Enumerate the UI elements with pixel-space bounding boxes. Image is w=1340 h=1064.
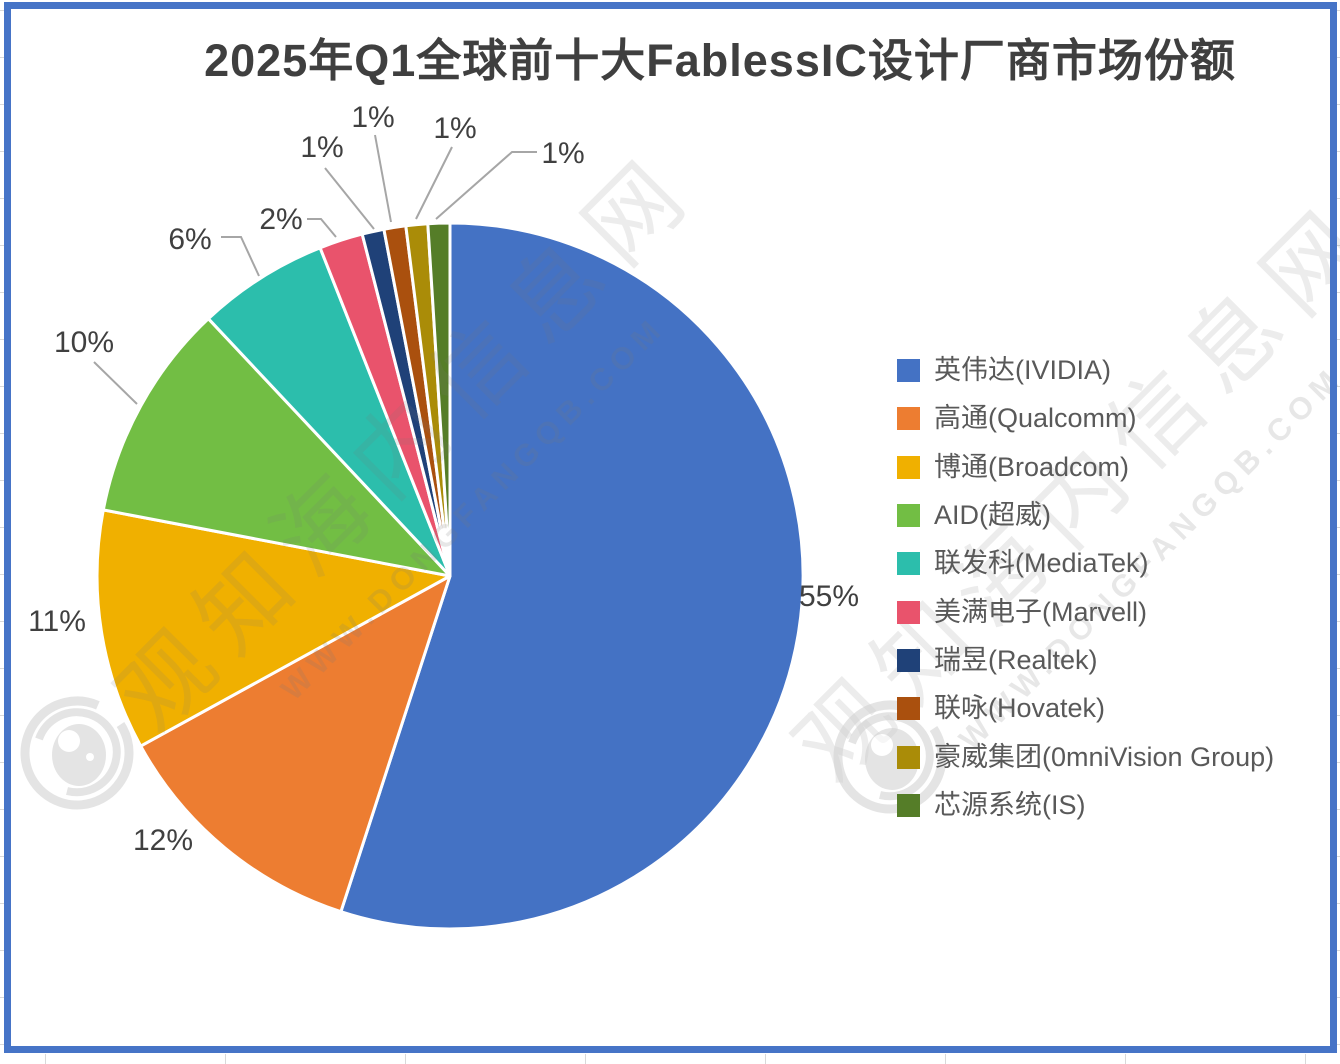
pie-slice-1[interactable]: [139, 574, 452, 914]
legend-swatch: [897, 456, 920, 479]
legend-label: 美满电子(Marvell): [934, 597, 1147, 627]
legend-item-6[interactable]: 瑞昱(Realtek): [897, 645, 1098, 675]
sheet-gridlines-left: [0, 10, 4, 1052]
data-label-3: 10%: [53, 326, 115, 359]
legend-label: AID(超威): [934, 500, 1051, 530]
legend-swatch: [897, 359, 920, 382]
pie-slice-9[interactable]: [426, 221, 452, 578]
legend-label: 联咏(Hovatek): [934, 693, 1106, 723]
legend-label: 芯源系统(IS): [934, 790, 1086, 820]
legend-item-8[interactable]: 豪威集团(0mniVision Group): [897, 742, 1275, 772]
legend-label: 高通(Qualcomm): [934, 403, 1137, 433]
legend-item-5[interactable]: 美满电子(Marvell): [897, 597, 1147, 627]
legend-label: 瑞昱(Realtek): [934, 645, 1098, 675]
label-leader-line: [374, 134, 392, 223]
legend-item-4[interactable]: 联发科(MediaTek): [897, 548, 1149, 578]
pie-slice-0[interactable]: [339, 221, 805, 931]
legend-swatch: [897, 794, 920, 817]
legend-swatch: [897, 746, 920, 769]
data-label-8: 1%: [433, 112, 477, 145]
sheet-gridlines-bottom: [45, 1054, 1340, 1064]
legend-label: 豪威集团(0mniVision Group): [934, 742, 1275, 772]
legend-swatch: [897, 601, 920, 624]
data-label-5: 2%: [259, 203, 303, 236]
data-label-6: 1%: [300, 131, 344, 164]
legend-swatch: [897, 504, 920, 527]
data-label-4: 6%: [168, 223, 212, 256]
label-leader-line: [435, 151, 537, 220]
legend-swatch: [897, 697, 920, 720]
label-leader-line: [93, 361, 138, 405]
legend-swatch: [897, 552, 920, 575]
data-label-0: 55%: [798, 580, 860, 613]
legend-label: 博通(Broadcom): [934, 452, 1130, 482]
sheet-gridlines-right: [1337, 10, 1340, 1052]
label-leader-line: [415, 146, 453, 220]
pie-slice-3[interactable]: [101, 317, 452, 578]
chart-title: 2025年Q1全球前十大FablessIC设计厂商市场份额: [204, 35, 1236, 86]
legend-item-0[interactable]: 英伟达(IVIDIA): [897, 355, 1112, 385]
label-leader-line: [221, 236, 260, 277]
legend-item-3[interactable]: AID(超威): [897, 500, 1051, 530]
legend-item-1[interactable]: 高通(Qualcomm): [897, 403, 1137, 433]
legend-label: 联发科(MediaTek): [934, 548, 1149, 578]
legend-swatch: [897, 407, 920, 430]
data-label-2: 11%: [28, 605, 86, 638]
data-label-9: 1%: [541, 137, 585, 170]
data-label-7: 1%: [351, 101, 395, 134]
legend-item-7[interactable]: 联咏(Hovatek): [897, 693, 1106, 723]
legend-label: 英伟达(IVIDIA): [934, 355, 1112, 385]
legend-item-9[interactable]: 芯源系统(IS): [897, 790, 1086, 820]
legend-item-2[interactable]: 博通(Broadcom): [897, 452, 1130, 482]
label-leader-line: [307, 218, 337, 238]
label-leader-line: [324, 167, 375, 230]
data-label-1: 12%: [132, 824, 194, 857]
legend-swatch: [897, 649, 920, 672]
pie-slice-4[interactable]: [206, 246, 452, 578]
